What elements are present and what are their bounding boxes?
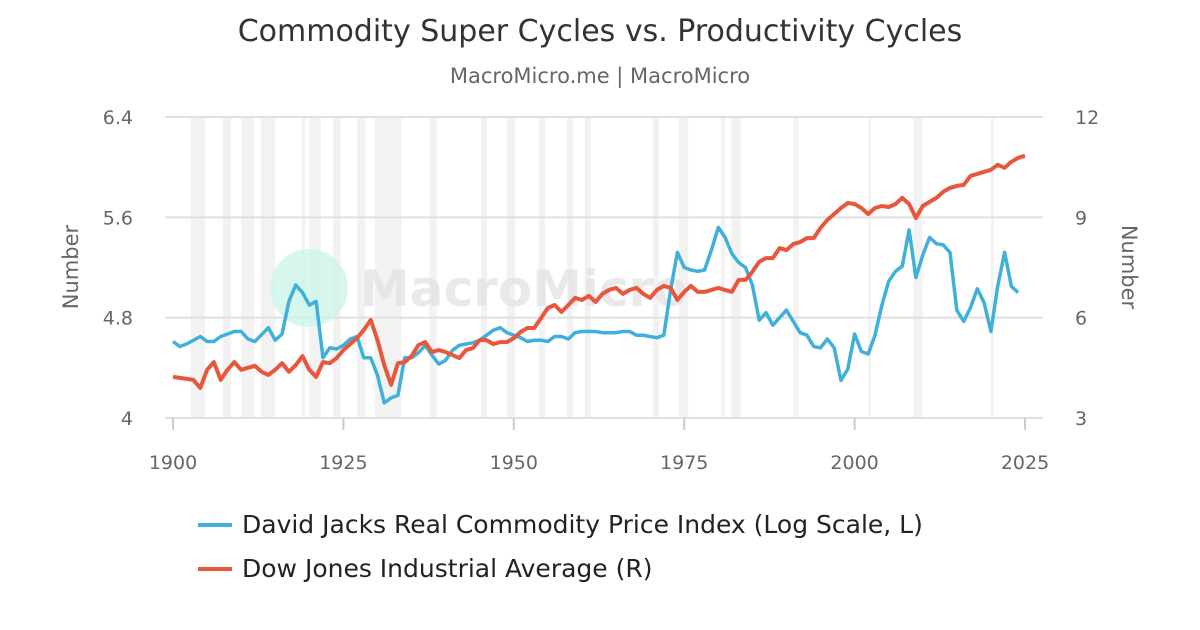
shaded-period: [721, 117, 726, 418]
shaded-period: [868, 117, 871, 418]
y-right-axis-label: Number: [1117, 225, 1141, 310]
shaded-period: [506, 117, 516, 418]
y-right-tick-label: 9: [1075, 207, 1087, 229]
shaded-period: [222, 117, 231, 418]
legend-label-commodity: David Jacks Real Commodity Price Index (…: [242, 510, 923, 539]
y-left-tick-label: 6.4: [103, 107, 133, 129]
series-line-commodity: [171, 225, 1020, 405]
shaded-period: [793, 117, 799, 418]
legend-item-commodity[interactable]: David Jacks Real Commodity Price Index (…: [198, 510, 923, 539]
shaded-period: [481, 117, 488, 418]
x-tick-label: 2025: [1001, 452, 1049, 474]
series-line-dow: [172, 153, 1026, 390]
chart-subtitle: MacroMicro.me | MacroMicro: [449, 64, 751, 88]
legend-item-dow[interactable]: Dow Jones Industrial Average (R): [198, 554, 653, 583]
shaded-period: [357, 117, 366, 418]
shaded-period: [566, 117, 574, 418]
y-left-tick-label: 4.8: [103, 308, 133, 330]
legend-label-dow: Dow Jones Industrial Average (R): [242, 554, 653, 583]
chart-title: Commodity Super Cycles vs. Productivity …: [237, 14, 963, 49]
y-right-tick-label: 12: [1075, 107, 1099, 129]
shaded-period: [990, 117, 994, 418]
y-left-tick-label: 5.6: [103, 207, 133, 229]
watermark-logo-icon: [270, 249, 348, 327]
x-tick-label: 1975: [660, 452, 708, 474]
shaded-period: [731, 117, 741, 418]
shaded-period: [539, 117, 546, 418]
shaded-period: [260, 117, 276, 418]
shaded-period: [584, 117, 591, 418]
y-left-tick-label: 4: [121, 408, 133, 430]
y-right-tick-label: 6: [1075, 308, 1087, 330]
x-tick-label: 1950: [490, 452, 538, 474]
shaded-period: [429, 117, 437, 418]
shaded-period: [190, 117, 206, 418]
legend-swatch-commodity: [198, 522, 232, 527]
legend-swatch-dow: [198, 566, 232, 571]
x-tick-label: 1900: [149, 452, 197, 474]
x-tick-label: 2000: [830, 452, 878, 474]
y-right-tick-label: 3: [1075, 408, 1087, 430]
y-left-axis-label: Number: [59, 224, 83, 309]
shaded-period: [652, 117, 659, 418]
x-tick-label: 1925: [319, 452, 367, 474]
shaded-period: [241, 117, 255, 418]
